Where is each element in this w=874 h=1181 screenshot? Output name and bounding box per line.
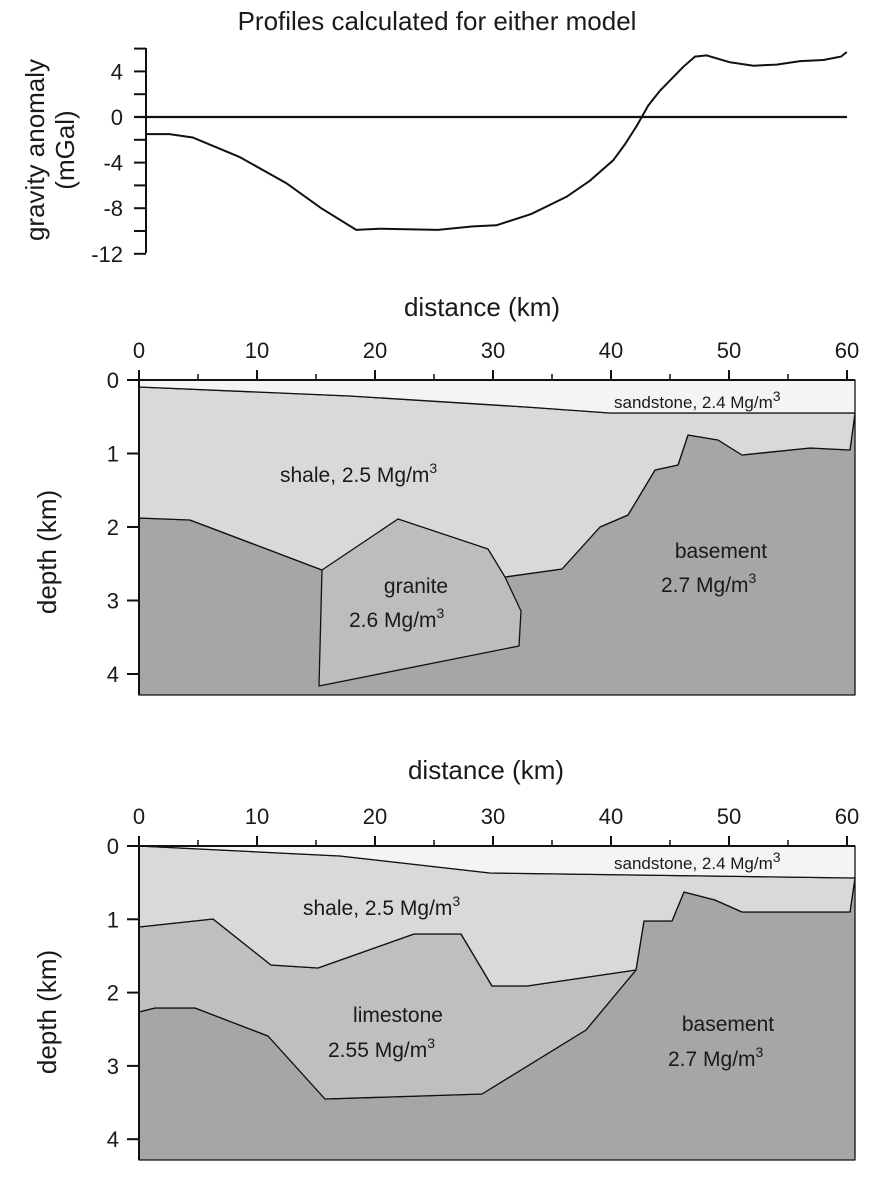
model1-ylabel: depth (km) xyxy=(32,490,62,614)
gravity-ytick-label: -4 xyxy=(103,151,123,176)
y-tick-label: 3 xyxy=(107,589,119,614)
model2-shale-label: shale, 2.5 Mg/m3 xyxy=(303,893,460,920)
x-tick-label: 0 xyxy=(133,804,145,829)
y-tick-label: 1 xyxy=(107,442,119,467)
model-1-granite: distance (km) 0 10 20 30 40 50 60 depth (km) 0… xyxy=(32,292,859,696)
model2-limestone-label: limestone xyxy=(353,1004,443,1027)
model1-y-ticks: 0 1 2 3 4 xyxy=(107,368,139,687)
x-tick-label: 60 xyxy=(835,338,859,363)
x-tick-label: 10 xyxy=(245,804,269,829)
model1-xlabel: distance (km) xyxy=(404,292,560,322)
model2-basement-density: 2.7 Mg/m3 xyxy=(668,1044,764,1071)
model1-basement-density: 2.7 Mg/m3 xyxy=(661,570,757,597)
model2-ylabel: depth (km) xyxy=(32,950,62,1074)
y-tick-label: 3 xyxy=(107,1054,119,1079)
model2-xlabel: distance (km) xyxy=(408,755,564,785)
model2-y-ticks: 0 1 2 3 4 xyxy=(107,834,139,1152)
x-tick-label: 30 xyxy=(481,804,505,829)
model1-granite-label: granite xyxy=(384,575,448,598)
model1-granite xyxy=(318,518,522,687)
model2-limestone-density: 2.55 Mg/m3 xyxy=(328,1035,435,1062)
gravity-anomaly-line xyxy=(146,51,848,231)
model2-x-ticks: 0 10 20 30 40 50 60 xyxy=(133,804,859,846)
x-tick-label: 20 xyxy=(363,804,387,829)
y-tick-label: 0 xyxy=(107,834,119,859)
y-tick-label: 2 xyxy=(107,981,119,1006)
gravity-ytick-label: 0 xyxy=(111,105,123,130)
gravity-ylabel-line1: gravity anomaly xyxy=(20,59,50,241)
model-2-limestone: distance (km) 0 10 20 30 40 50 60 depth (km) 0… xyxy=(32,755,859,1161)
gravity-ytick-label: -8 xyxy=(103,196,123,221)
figure-title: Profiles calculated for either model xyxy=(238,6,637,36)
gravity-ytick-label: -12 xyxy=(91,242,123,267)
y-tick-label: 4 xyxy=(107,1127,119,1152)
x-tick-label: 60 xyxy=(835,804,859,829)
y-tick-label: 2 xyxy=(107,515,119,540)
x-tick-label: 0 xyxy=(133,338,145,363)
gravity-profile-panel: gravity anomaly (mGal) 4 0 -4 -8 -12 xyxy=(20,47,848,267)
model1-granite-density: 2.6 Mg/m3 xyxy=(349,605,445,632)
gravity-ytick-label: 4 xyxy=(111,59,123,84)
model1-x-ticks: 0 10 20 30 40 50 60 xyxy=(133,338,859,380)
model2-basement-label: basement xyxy=(682,1013,774,1036)
model1-basement-label: basement xyxy=(675,540,767,563)
x-tick-label: 40 xyxy=(599,804,623,829)
x-tick-label: 40 xyxy=(599,338,623,363)
x-tick-label: 20 xyxy=(363,338,387,363)
model1-sandstone xyxy=(138,379,856,414)
y-tick-label: 0 xyxy=(107,368,119,393)
gravity-ticks: 4 0 -4 -8 -12 xyxy=(91,47,146,267)
model1-shale-label: shale, 2.5 Mg/m3 xyxy=(280,460,437,487)
gravity-ylabel-line2: (mGal) xyxy=(50,110,80,189)
y-tick-label: 4 xyxy=(107,662,119,687)
y-tick-label: 1 xyxy=(107,907,119,932)
x-tick-label: 30 xyxy=(481,338,505,363)
model1-sandstone-label: sandstone, 2.4 Mg/m3 xyxy=(614,388,781,412)
x-tick-label: 50 xyxy=(717,338,741,363)
x-tick-label: 10 xyxy=(245,338,269,363)
model2-shale xyxy=(138,845,856,987)
gravity-series xyxy=(146,51,848,231)
x-tick-label: 50 xyxy=(717,804,741,829)
model2-sandstone-label: sandstone, 2.4 Mg/m3 xyxy=(614,849,781,873)
